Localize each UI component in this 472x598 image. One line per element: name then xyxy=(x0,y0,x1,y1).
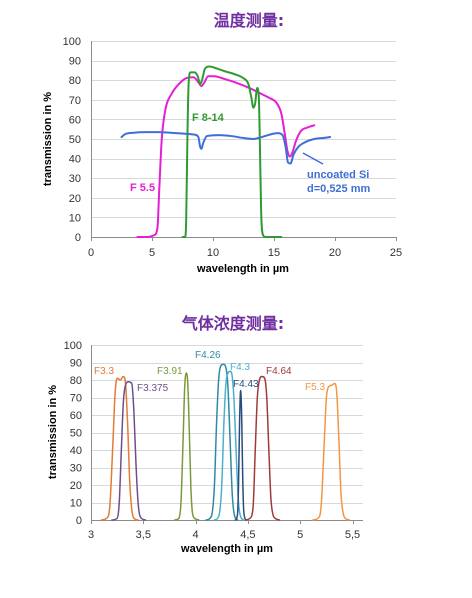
y-tick-label: 20 xyxy=(69,193,81,205)
series-line-f3-91 xyxy=(173,372,200,521)
series-label-f4-26: F4.26 xyxy=(195,350,221,361)
gas-concentration-chart: 气体浓度测量: 0 10 20 30 40 50 60 70 80 90 100 3 3,5 4 4,5 5 5,… xyxy=(47,314,363,555)
series-label-f3-3: F3.3 xyxy=(94,366,114,377)
chart-title: 温度测量: xyxy=(213,11,284,30)
y-tick-label: 90 xyxy=(70,358,82,370)
y-tick-label: 70 xyxy=(69,95,81,107)
y-tick-label: 40 xyxy=(69,154,81,166)
y-tick-label: 30 xyxy=(70,463,82,475)
series-line-f4-26 xyxy=(205,363,239,521)
chart-title: 气体浓度测量: xyxy=(181,314,284,333)
x-tick-label: 5 xyxy=(297,529,303,541)
series-label-f3-91: F3.91 xyxy=(157,366,183,377)
series-line-f-8-14 xyxy=(181,65,283,238)
y-tick-label: 100 xyxy=(64,340,82,352)
x-tick-label: 20 xyxy=(329,247,341,259)
series-label-f4-43: F4.43 xyxy=(233,379,259,390)
series-label-uncoated-si-line2: d=0,525 mm xyxy=(307,183,371,195)
series-label-pointer-uncoated-si xyxy=(302,152,324,165)
series-group xyxy=(120,65,332,238)
x-tick-label: 25 xyxy=(390,247,402,259)
x-tick-label: 3 xyxy=(88,529,94,541)
y-tick-label: 100 xyxy=(63,36,81,48)
x-tick-label: 15 xyxy=(268,247,280,259)
x-axis-title: wavelength in µm xyxy=(180,543,273,555)
x-tick-label: 0 xyxy=(88,247,94,259)
series-line-uncoated-si xyxy=(120,131,332,165)
y-tick-label: 30 xyxy=(69,173,81,185)
y-tick-label: 70 xyxy=(70,393,82,405)
series-label-f-8-14: F 8-14 xyxy=(192,112,225,124)
y-tick-label: 60 xyxy=(69,114,81,126)
temperature-measurement-chart: 温度测量: 0 10 20 30 40 50 60 70 80 90 100 0 5 10 15 20 25 wav… xyxy=(42,11,402,275)
y-tick-label: 80 xyxy=(70,375,82,387)
x-axis-title: wavelength in µm xyxy=(196,263,289,275)
y-tick-label: 50 xyxy=(69,134,81,146)
series-line-f-5-5 xyxy=(136,75,316,238)
y-axis-title: transmission in % xyxy=(47,385,59,479)
y-tick-label: 80 xyxy=(69,75,81,87)
series-label-f3-375: F3.375 xyxy=(137,383,169,394)
series-line-f4-64 xyxy=(245,375,281,521)
series-line-f3-375 xyxy=(111,381,147,521)
series-label-f-5-5: F 5.5 xyxy=(130,182,155,194)
y-tick-label: 50 xyxy=(70,428,82,440)
y-tick-label: 90 xyxy=(69,56,81,68)
y-tick-label: 60 xyxy=(70,410,82,422)
y-tick-label: 0 xyxy=(75,232,81,244)
series-label-f4-64: F4.64 xyxy=(266,366,292,377)
y-tick-label: 10 xyxy=(69,212,81,224)
x-tick-label: 3,5 xyxy=(136,529,151,541)
series-label-f5-3: F5.3 xyxy=(305,382,325,393)
x-tick-label: 4 xyxy=(193,529,199,541)
series-line-f4-43 xyxy=(234,389,247,521)
x-tick-label: 5 xyxy=(149,247,155,259)
x-tick-label: 10 xyxy=(207,247,219,259)
series-label-f4-3: F4.3 xyxy=(230,362,250,373)
series-group xyxy=(100,363,351,521)
x-tick-label: 4,5 xyxy=(240,529,255,541)
series-label-uncoated-si: uncoated Si xyxy=(307,169,369,181)
series-line-f3-3 xyxy=(100,375,139,521)
x-tick-label: 5,5 xyxy=(345,529,360,541)
y-tick-label: 0 xyxy=(76,515,82,527)
y-tick-label: 10 xyxy=(70,498,82,510)
y-tick-label: 40 xyxy=(70,445,82,457)
series-line-f5-3 xyxy=(312,382,351,521)
y-tick-label: 20 xyxy=(70,480,82,492)
y-axis-title: transmission in % xyxy=(42,92,54,186)
